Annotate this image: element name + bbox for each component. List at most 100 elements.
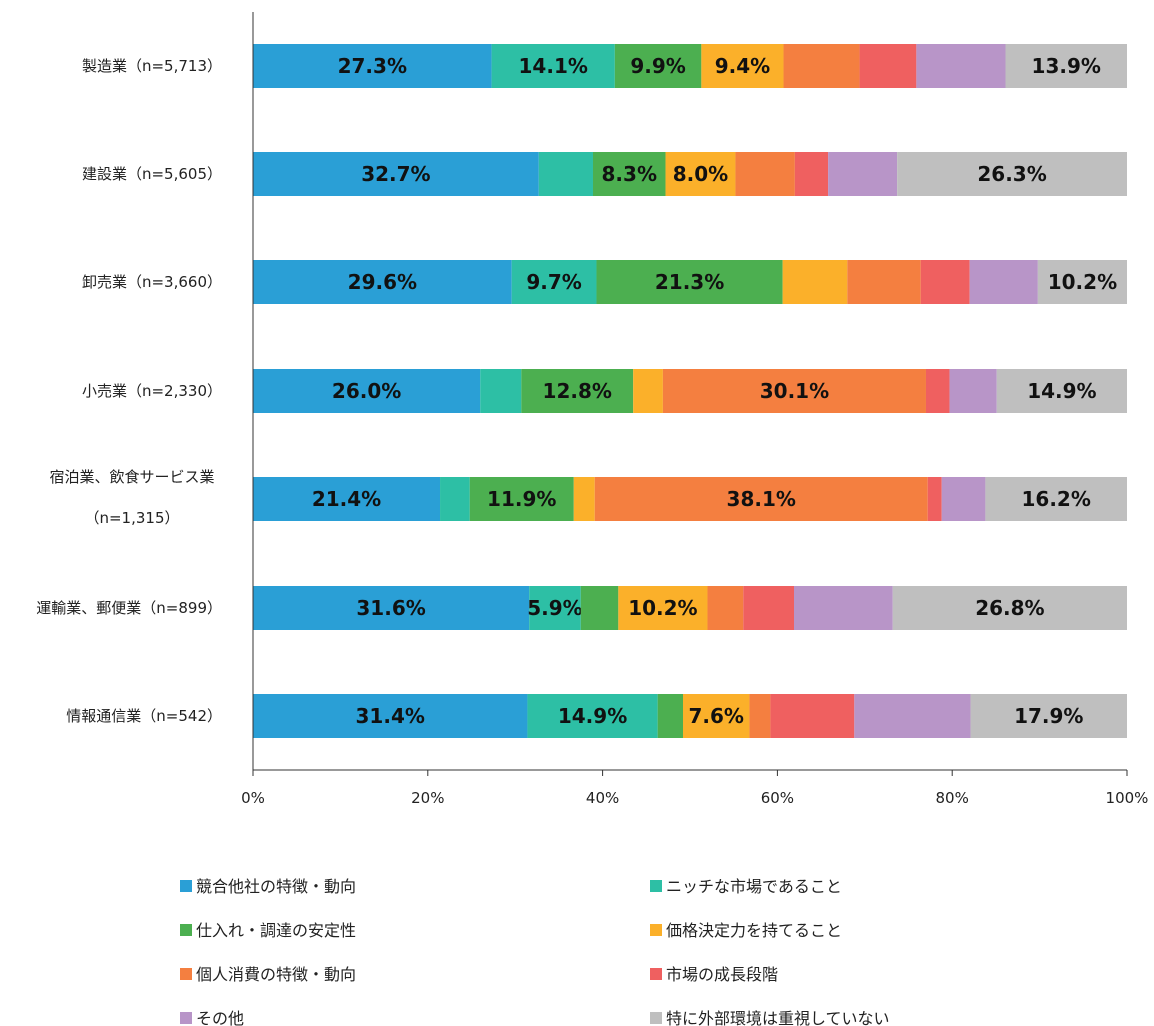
data-label: 9.9%: [630, 54, 685, 78]
data-label: 7.6%: [688, 704, 743, 728]
bar-segment: [941, 477, 986, 521]
bar-segment: [927, 477, 942, 521]
bar-segment: [529, 586, 581, 630]
category-label: 卸売業（n=3,660）: [82, 273, 222, 291]
bar-segment: [614, 44, 702, 88]
bar-segment: [580, 586, 619, 630]
data-label: 26.0%: [332, 379, 401, 403]
x-tick-label: 100%: [1106, 789, 1149, 807]
bar-segment: [469, 477, 574, 521]
data-label: 12.8%: [543, 379, 612, 403]
bar-segment: [253, 260, 512, 304]
data-label: 5.9%: [527, 596, 582, 620]
legend-swatch: [180, 924, 192, 936]
bar-segment: [253, 694, 528, 738]
data-label: 32.7%: [361, 162, 430, 186]
data-label: 30.1%: [760, 379, 829, 403]
data-label: 9.4%: [715, 54, 770, 78]
bar-segment: [743, 586, 795, 630]
bar-segment: [665, 152, 736, 196]
bar-segment: [794, 152, 829, 196]
data-label: 14.9%: [1027, 379, 1096, 403]
bar-segment: [996, 369, 1127, 413]
bar-segment: [573, 477, 595, 521]
category-label: 小売業（n=2,330）: [82, 382, 222, 400]
data-label: 8.3%: [602, 162, 657, 186]
data-label: 29.6%: [348, 270, 417, 294]
bar-segment: [683, 694, 750, 738]
bar-segment: [594, 477, 928, 521]
legend-swatch: [650, 880, 662, 892]
x-tick-label: 0%: [241, 789, 265, 807]
data-label: 31.4%: [356, 704, 425, 728]
bar-segment: [985, 477, 1127, 521]
bar-segment: [253, 586, 530, 630]
category-label: 宿泊業、飲食サービス業: [49, 468, 214, 486]
bar-segment: [253, 369, 481, 413]
data-label: 10.2%: [1048, 270, 1117, 294]
bar-segment: [1005, 44, 1127, 88]
x-tick-label: 60%: [761, 789, 794, 807]
bar-segment: [527, 694, 658, 738]
bar-segment: [662, 369, 926, 413]
bar-segment: [828, 152, 898, 196]
bar-segment: [511, 260, 597, 304]
bar-segment: [253, 44, 492, 88]
bar-segment: [596, 260, 783, 304]
legend-swatch: [180, 1012, 192, 1024]
bar-segment: [770, 694, 855, 738]
x-tick-label: 80%: [936, 789, 969, 807]
legend-label: 仕入れ・調達の安定性: [196, 921, 356, 940]
bar-segment: [440, 477, 470, 521]
data-label: 16.2%: [1022, 487, 1091, 511]
bar-segment: [969, 260, 1038, 304]
data-label: 26.3%: [977, 162, 1046, 186]
legend-swatch: [650, 1012, 662, 1024]
bar-segment: [892, 586, 1127, 630]
category-label: 情報通信業（n=542）: [66, 707, 222, 725]
x-tick-label: 40%: [586, 789, 619, 807]
bar-segment: [735, 152, 795, 196]
data-label: 17.9%: [1014, 704, 1083, 728]
data-label: 13.9%: [1032, 54, 1101, 78]
legend-label: ニッチな市場であること: [666, 877, 842, 896]
bar-segment: [633, 369, 663, 413]
x-tick-label: 20%: [411, 789, 444, 807]
bar-segment: [749, 694, 771, 738]
bar-segment: [538, 152, 593, 196]
bar-segment: [253, 152, 539, 196]
bar-segment: [949, 369, 997, 413]
data-label: 26.8%: [975, 596, 1044, 620]
legend-label: 個人消費の特徴・動向: [196, 965, 356, 984]
bar-segment: [854, 694, 971, 738]
legend-swatch: [650, 924, 662, 936]
legend-swatch: [650, 968, 662, 980]
category-label: 建設業（n=5,605）: [82, 165, 222, 183]
bar-segment: [783, 44, 860, 88]
bar-segment: [925, 369, 950, 413]
legend-label: 価格決定力を持てること: [666, 921, 842, 940]
data-label: 8.0%: [673, 162, 728, 186]
data-label: 31.6%: [356, 596, 425, 620]
data-label: 38.1%: [727, 487, 796, 511]
category-label: 製造業（n=5,713）: [82, 57, 222, 75]
bar-segment: [1037, 260, 1127, 304]
data-label: 21.3%: [655, 270, 724, 294]
legend-swatch: [180, 880, 192, 892]
bar-segment: [859, 44, 917, 88]
data-label: 10.2%: [628, 596, 697, 620]
legend-label: 特に外部環境は重視していない: [666, 1009, 890, 1026]
data-label: 27.3%: [338, 54, 407, 78]
legend-label: 市場の成長段階: [666, 965, 778, 984]
bar-segment: [794, 586, 893, 630]
bar-segment: [592, 152, 666, 196]
bar-segment: [707, 586, 744, 630]
bar-segment: [521, 369, 634, 413]
bar-segment: [782, 260, 848, 304]
data-label: 14.9%: [558, 704, 627, 728]
data-label: 11.9%: [487, 487, 556, 511]
bar-segment: [618, 586, 708, 630]
bar-segment: [897, 152, 1127, 196]
bar-segment: [916, 44, 1006, 88]
